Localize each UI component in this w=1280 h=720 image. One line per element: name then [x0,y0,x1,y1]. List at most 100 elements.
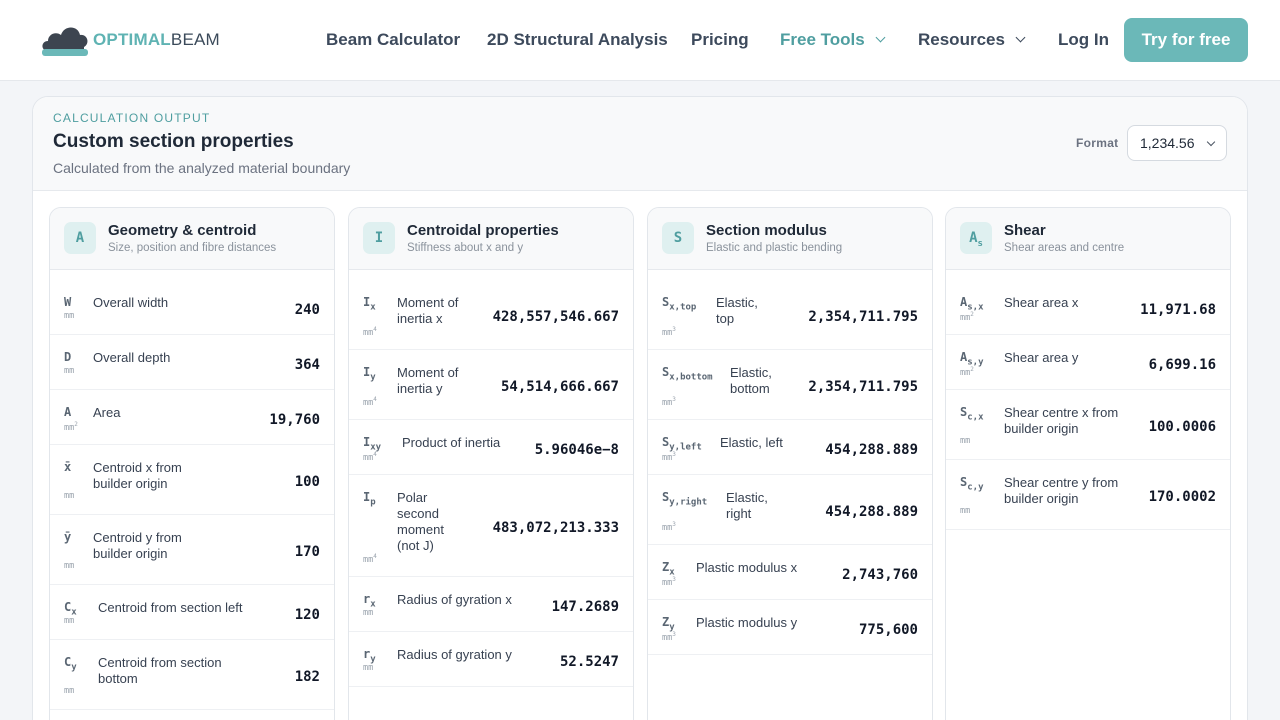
property-row: Zx Plastic modulus x mm3 2,743,760 [648,545,932,600]
panel-header: A Geometry & centroid Size, position and f… [50,208,334,270]
property-label: Elastic, left [720,435,783,450]
property-row: Ixy Product of inertia mm4 5.96046e−8 [349,420,633,475]
panel-title: Geometry & centroid [108,222,257,239]
nav-free-tools[interactable]: Free Tools [780,18,886,62]
property-row: x̄ Centroid x from builder origin mm 100 [50,445,334,515]
cloud-logo-icon [42,27,88,56]
property-symbol: x̄ [64,460,72,474]
property-label: Shear area x [1004,295,1079,310]
property-unit: mm2 [960,311,974,323]
panel-subtitle: Stiffness about x and y [407,242,524,254]
property-label: Product of inertia [402,435,501,450]
property-unit: mm4 [363,326,377,338]
property-value: 6,699.16 [1148,356,1216,373]
property-label: Area [93,405,121,420]
chevron-down-icon [1015,32,1026,43]
property-unit: mm3 [662,521,676,533]
site-header: OPTIMALBEAM Beam Calculator 2D Structura… [0,0,1280,81]
property-label: Centroid from section bottom [98,655,222,686]
nav-pricing[interactable]: Pricing [691,30,749,49]
panel-shear: As Shear Shear areas and centre As,x Shear a… [945,207,1231,720]
property-symbol: Ix [363,295,376,313]
property-value: 170 [294,544,320,560]
property-unit: mm [64,311,75,321]
property-value: 454,288.889 [825,504,918,520]
property-unit: mm4 [363,396,377,408]
property-symbol: Sx,bottom [662,365,713,383]
property-label: Overall depth [93,350,171,365]
property-value: 54,514,666.667 [500,379,619,395]
panel-badge: A [64,222,96,254]
property-row: Sc,y Shear centre y from builder origin mm… [946,460,1230,530]
property-row: Sx,top Elastic, top mm3 2,354,711.795 [648,280,932,350]
nav-2d-structural-analysis[interactable]: 2D Structural Analysis [487,30,668,49]
property-symbol: As,y [960,350,984,368]
format-select-value: 1,234.56 [1140,135,1195,151]
property-symbol: Sc,y [960,475,984,493]
property-unit: mm [64,366,75,376]
property-list: W Overall width mm 240 D Overall depth mm 364 A A… [50,270,334,710]
logo[interactable]: OPTIMALBEAM [40,22,220,58]
property-row: As,y Shear area y mm2 6,699.16 [946,335,1230,390]
property-symbol: Sx,top [662,295,697,313]
property-row: Zy Plastic modulus y mm3 775,600 [648,600,932,655]
format-select[interactable]: 1,234.56 [1127,125,1227,161]
try-for-free-button[interactable]: Try for free [1124,18,1248,62]
property-unit: mm [64,561,75,571]
property-row: Sy,left Elastic, left mm3 454,288.889 [648,420,932,475]
property-symbol: Ixy [363,435,382,453]
property-value: 775,600 [858,621,918,638]
property-list: Ix Moment of inertia x mm4 428,557,546.667 I… [349,270,633,687]
panel-header: As Shear Shear areas and centre [946,208,1230,270]
chevron-down-icon [875,32,886,43]
nav-beam-calculator[interactable]: Beam Calculator [326,30,461,49]
property-value: 2,743,760 [842,566,918,583]
property-row: Cx Centroid from section left mm 120 [50,585,334,640]
property-row: Sc,x Shear centre x from builder origin mm… [946,390,1230,460]
property-label: Centroid from section left [98,600,243,615]
property-label: Radius of gyration y [397,647,512,662]
property-row: D Overall depth mm 364 [50,335,334,390]
property-value: 100 [294,474,320,490]
property-row: Iy Moment of inertia y mm4 54,514,666.667 [349,350,633,420]
property-symbol: Cy [64,655,77,673]
property-value: 100.0006 [1148,419,1216,435]
property-label: Plastic modulus y [696,615,798,630]
panel-badge: As [960,222,992,254]
property-unit: mm3 [662,576,676,588]
property-unit: mm3 [662,396,676,408]
property-symbol: As,x [960,295,984,313]
property-label: Shear area y [1004,350,1079,365]
panel-title: Centroidal properties [407,222,559,239]
panel-subtitle: Elastic and plastic bending [706,242,843,254]
chevron-down-icon [1206,137,1216,147]
property-unit: mm3 [662,631,676,643]
property-symbol: Sc,x [960,405,984,423]
property-symbol: Sy,left [662,435,702,453]
property-value: 170.0002 [1148,489,1216,505]
property-row: Sx,bottom Elastic, bottom mm3 2,354,711.795 [648,350,932,420]
property-label: Elastic, top [716,295,758,326]
property-value: 483,072,213.333 [492,520,619,536]
property-row: ȳ Centroid y from builder origin mm 170 [50,515,334,585]
login-link[interactable]: Log In [1058,30,1109,49]
panel-geometry-centroid: A Geometry & centroid Size, position and f… [49,207,335,720]
property-unit: mm [960,436,971,446]
property-unit: mm2 [960,366,974,378]
nav-free-tools-label: Free Tools [780,30,865,49]
logo-wordmark: OPTIMALBEAM [93,30,220,49]
property-value: 240 [294,301,320,318]
page-title: Custom section properties [53,131,294,152]
property-label: Centroid y from builder origin [93,530,182,561]
property-value: 428,557,546.667 [492,309,619,325]
property-symbol: Ip [363,490,376,508]
calculation-output-card: CALCULATION OUTPUT Custom section proper… [32,96,1248,720]
property-label: Elastic, bottom [730,365,772,396]
panel-centroidal-properties: I Centroidal properties Stiffness about x … [348,207,634,720]
panel-header: I Centroidal properties Stiffness about x … [349,208,633,270]
nav-resources[interactable]: Resources [918,18,1026,62]
property-symbol: ry [363,647,376,665]
property-unit: mm4 [363,553,377,565]
card-header: CALCULATION OUTPUT Custom section proper… [33,97,1247,191]
property-row: Sy,right Elastic, right mm3 454,288.889 [648,475,932,545]
